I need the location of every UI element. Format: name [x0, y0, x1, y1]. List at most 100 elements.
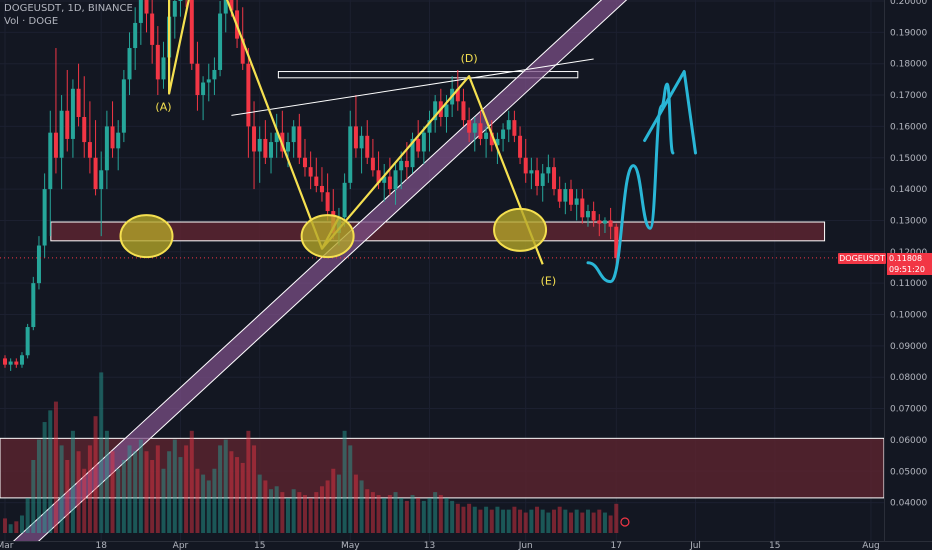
volume-bar [229, 451, 234, 533]
candle-body [387, 176, 392, 190]
candle-body [263, 138, 268, 158]
candle-body [518, 135, 523, 158]
candle-body [308, 167, 313, 177]
volume-bar [121, 460, 126, 533]
volume-bar [365, 489, 370, 533]
volume-bar [206, 480, 211, 533]
volume-bar [546, 512, 551, 533]
y-tick-label: 0.11000 [890, 279, 927, 289]
volume-bar [127, 445, 132, 533]
volume-header: Vol · DOGE [4, 16, 59, 27]
x-tick-label: 15 [254, 541, 265, 550]
candle-body [399, 160, 404, 171]
y-tick-label: 0.10000 [890, 311, 927, 321]
volume-bar [53, 401, 58, 533]
volume-bar [36, 439, 41, 533]
candle-body [523, 157, 528, 174]
candle-body [455, 88, 460, 102]
candle-body [585, 211, 590, 218]
volume-bar [218, 445, 223, 533]
candle-body [353, 126, 358, 149]
candle-body [489, 132, 494, 146]
volume-bar [529, 509, 534, 533]
volume-bar [484, 506, 489, 533]
y-tick-label: 0.18000 [890, 60, 927, 70]
volume-bar [252, 445, 257, 533]
candle-body [229, 0, 234, 11]
volume-bar [336, 474, 341, 533]
candle-body [314, 176, 319, 186]
volume-zone [0, 437, 884, 499]
candle-body [246, 63, 251, 127]
volume-bar [461, 506, 466, 533]
candle-body [416, 138, 421, 152]
candle-body [82, 116, 87, 143]
volume-bar [319, 486, 324, 533]
candle-body [597, 220, 602, 224]
volume-bar [3, 518, 7, 533]
volume-bar [438, 495, 443, 533]
candle-body [365, 135, 370, 158]
x-tick-label: Apr [173, 541, 189, 550]
support-zone [50, 221, 826, 242]
volume-bar [184, 445, 189, 533]
volume-bar [42, 422, 47, 533]
candle-body [133, 22, 138, 49]
candle-body [42, 189, 47, 246]
volume-bar [444, 497, 449, 533]
volume-bar [540, 509, 545, 533]
volume-bar [348, 445, 353, 533]
y-tick-label: 0.04000 [890, 499, 927, 509]
candle-body [325, 192, 330, 212]
volume-bar [76, 451, 81, 533]
candle-body [116, 132, 121, 149]
volume-bar [48, 410, 53, 533]
highlight-circle [493, 207, 548, 252]
candle-body [580, 198, 585, 218]
volume-bar [433, 492, 438, 533]
x-tick-label: 15 [769, 541, 780, 550]
candle-body [461, 101, 466, 121]
projection-arrowhead [643, 70, 697, 155]
volume-bar [269, 489, 274, 533]
volume-bar [116, 468, 121, 533]
volume-bar [535, 506, 540, 533]
candle-body [359, 135, 364, 149]
candle-body [602, 220, 607, 224]
y-tick-label: 0.16000 [890, 122, 927, 132]
candle-body [495, 138, 500, 146]
volume-bar [393, 492, 398, 533]
volume-bar [150, 460, 155, 533]
candle-body [546, 167, 551, 174]
pattern-label: (D) [461, 52, 478, 65]
candle-body [14, 361, 19, 365]
volume-bars [3, 372, 619, 533]
volume-bar [501, 509, 506, 533]
candle-body [59, 110, 64, 158]
volume-bar [8, 524, 13, 533]
symbol-header: DOGEUSDT, 1D, BINANCE [4, 3, 133, 14]
volume-bar [274, 486, 279, 533]
candle-body [574, 198, 579, 205]
highlight-circle [119, 214, 174, 259]
volume-bar [201, 474, 206, 533]
candle-body [212, 69, 217, 80]
candle-body [370, 157, 375, 171]
candle-body [512, 120, 517, 136]
volume-bar [608, 515, 613, 533]
volume-bar [342, 430, 347, 533]
candle-body [269, 142, 274, 158]
candle-body [48, 132, 53, 190]
last-price-tag: 0.11808 [887, 253, 932, 264]
candle-body [257, 138, 262, 152]
candle-body [382, 176, 387, 183]
volume-bar [19, 515, 24, 533]
candle-body [31, 283, 36, 328]
volume-bar [82, 468, 87, 533]
candle-body [144, 0, 149, 14]
volume-bar [87, 445, 92, 533]
candle-body [302, 157, 307, 168]
x-tick-label: Jun [518, 541, 533, 550]
